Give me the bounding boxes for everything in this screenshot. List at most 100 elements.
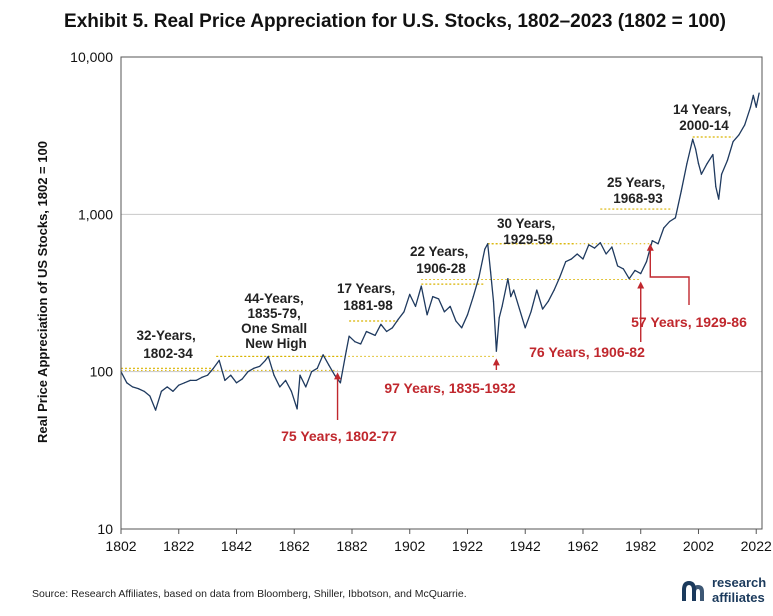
x-tick-label: 1962 [567,538,598,554]
data-point [489,271,492,273]
data-point [455,320,457,322]
x-tick-label: 1842 [221,538,252,554]
data-point [513,289,515,291]
data-point [472,295,474,298]
data-point [758,92,760,94]
data-point [299,374,301,376]
data-point [674,217,676,219]
data-point [680,190,682,192]
data-point [391,327,394,329]
data-point [155,409,157,411]
x-tick-label: 1882 [336,538,367,554]
data-point [386,330,388,333]
data-point [414,305,417,307]
x-tick-label: 2002 [683,538,714,554]
peak-label-line: New High [245,336,307,351]
data-point [599,242,601,244]
data-point [715,186,717,188]
data-point [478,276,480,278]
data-point [284,379,287,382]
data-point [541,308,544,310]
x-tick-label: 1942 [510,538,541,554]
data-point [752,94,754,97]
peak-label-line: 17 Years, [337,281,395,296]
data-point [365,330,368,333]
logo-text-line2: affiliates [712,590,765,605]
data-point [530,311,532,313]
data-point [611,246,613,248]
data-point [640,273,642,275]
data-point [570,258,573,260]
data-point [700,173,702,175]
data-point [634,269,636,272]
data-point [510,295,512,298]
data-point [267,355,269,358]
data-point [718,198,720,200]
peak-label-line: 1929-59 [503,232,553,247]
data-point [143,390,145,392]
peak-label-line: 2000-14 [679,118,729,133]
data-point [461,327,463,329]
plot-frame [120,56,763,530]
y-tick-label: 10 [97,521,113,537]
data-point [380,323,382,325]
peak-label-line: One Small [241,321,307,336]
y-tick-label: 100 [90,364,114,380]
data-point [195,379,197,382]
chart-title: Exhibit 5. Real Price Appreciation for U… [64,11,726,32]
data-point [131,386,134,388]
data-point [409,293,411,295]
peak-label-1929-59: 30 Years, 1929-59 [497,216,559,247]
data-point [160,390,163,392]
x-tick-label: 1922 [452,538,483,554]
recovery-arrow-head [637,281,645,289]
data-point [374,334,376,337]
data-point [178,384,180,386]
data-point [657,243,659,245]
x-axis-ticks: 1802 1822 1842 1862 1882 1902 1922 1942 1962 1982… [105,529,772,554]
recovery-arrow-bracket [649,249,690,305]
data-point [669,220,671,223]
peak-label-line: 1968-93 [613,191,663,206]
peak-label-1906-28: 22 Years, 1906-28 [410,244,472,276]
peak-label-line: 32-Years, [136,328,195,343]
data-point [334,374,336,376]
data-point [322,354,324,356]
data-point [230,374,232,376]
data-point [732,140,734,143]
data-point [397,318,399,320]
data-point [218,359,220,361]
recovery-arrow-head [334,372,342,380]
peak-label-line: 25 Years, [607,175,665,190]
data-point [339,382,342,384]
data-point [279,386,281,388]
data-point [755,106,757,108]
peak-label-1835-79: 44-Years, 1835-79, One Small New High [241,291,311,351]
data-point [559,276,561,278]
data-point [137,388,139,390]
data-point [183,382,186,384]
data-point [593,247,596,249]
peak-label-1802-34: 32-Years, 1802-34 [136,328,199,361]
recovery-arrow-head [646,243,654,251]
y-tick-label: 1,000 [78,206,113,222]
data-point [126,382,128,384]
data-point [617,265,619,267]
data-point [310,371,313,373]
recovery-label-1835-1932: 97 Years, 1835-1932 [384,380,516,396]
recovery-label-1802-77: 75 Years, 1802-77 [281,428,397,444]
recovery-label-1906-82: 76 Years, 1906-82 [529,344,645,360]
peak-label-2000-14: 14 Years, 2000-14 [673,102,735,133]
data-point [316,367,318,369]
data-point [224,379,226,382]
data-point [645,261,648,263]
logo-mark-icon [682,581,704,601]
peak-label-line: 1906-28 [416,261,466,276]
data-point [426,314,428,316]
x-tick-label: 1822 [163,538,194,554]
data-point [149,395,151,397]
data-point [443,311,445,313]
y-axis-ticks: 10 100 1,000 10,000 [70,49,113,537]
data-point [235,382,238,384]
data-point [487,243,489,245]
